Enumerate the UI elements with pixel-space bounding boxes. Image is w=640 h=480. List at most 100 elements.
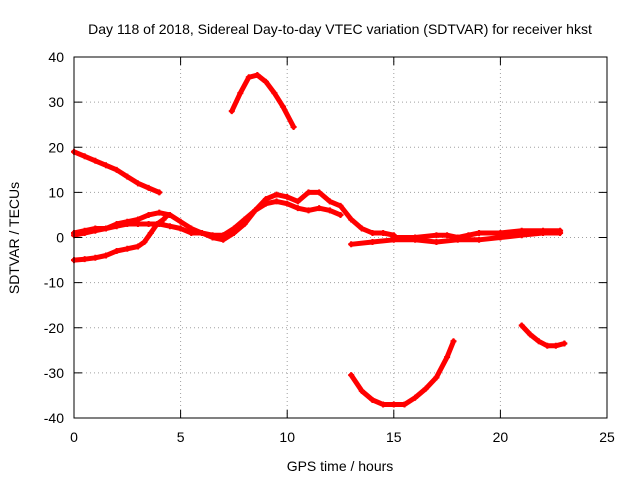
data-point xyxy=(412,394,419,401)
y-tick-label: 30 xyxy=(48,94,64,110)
data-point xyxy=(337,211,344,218)
data-point xyxy=(412,234,419,241)
data-point xyxy=(81,229,88,236)
chart-title: Day 118 of 2018, Sidereal Day-to-day VTE… xyxy=(88,21,592,37)
data-point xyxy=(230,229,237,236)
data-point xyxy=(188,225,195,232)
data-point xyxy=(145,184,152,191)
data-point xyxy=(527,331,534,338)
data-point xyxy=(358,387,365,394)
x-tick-label: 10 xyxy=(279,429,295,445)
data-point xyxy=(401,401,408,408)
x-tick-label: 25 xyxy=(599,429,615,445)
data-point xyxy=(81,153,88,160)
data-point xyxy=(177,218,184,225)
data-point xyxy=(305,189,312,196)
data-point xyxy=(245,74,252,81)
data-point xyxy=(134,216,141,223)
data-point xyxy=(337,202,344,209)
data-point xyxy=(134,243,141,250)
data-point xyxy=(552,342,559,349)
data-point xyxy=(535,338,542,345)
data-point xyxy=(198,229,205,236)
data-point xyxy=(465,232,472,239)
data-point xyxy=(540,227,547,234)
data-point xyxy=(544,342,551,349)
y-axis-title: SDTVAR / TECUs xyxy=(6,182,22,294)
data-point xyxy=(124,218,131,225)
data-point xyxy=(113,248,120,255)
data-point xyxy=(237,90,244,97)
data-point xyxy=(141,239,148,246)
data-point xyxy=(326,207,333,214)
data-point xyxy=(380,401,387,408)
data-point xyxy=(102,162,109,169)
data-point xyxy=(444,354,451,361)
data-point xyxy=(113,166,120,173)
data-point xyxy=(358,225,365,232)
data-point xyxy=(160,216,167,223)
data-point xyxy=(166,223,173,230)
data-point xyxy=(271,90,278,97)
data-point xyxy=(156,209,163,216)
data-point xyxy=(294,205,301,212)
y-tick-label: 0 xyxy=(56,230,64,246)
data-point xyxy=(166,211,173,218)
series-line-s9 xyxy=(519,323,567,349)
data-point xyxy=(290,123,297,130)
x-tick-label: 15 xyxy=(386,429,402,445)
y-tick-label: 10 xyxy=(48,184,64,200)
data-point xyxy=(326,198,333,205)
data-point xyxy=(348,216,355,223)
data-point xyxy=(348,372,355,379)
data-point xyxy=(113,220,120,227)
data-point xyxy=(124,245,131,252)
grid-layer xyxy=(74,57,607,418)
data-point xyxy=(262,78,269,85)
data-point xyxy=(177,225,184,232)
series-layer xyxy=(71,72,568,408)
data-point xyxy=(476,229,483,236)
data-point xyxy=(156,220,163,227)
data-point xyxy=(134,180,141,187)
x-tick-label: 20 xyxy=(493,429,509,445)
x-tick-label: 5 xyxy=(177,429,185,445)
series-line-s2 xyxy=(229,72,297,130)
data-point xyxy=(390,401,397,408)
data-point xyxy=(454,234,461,241)
data-point xyxy=(228,108,235,115)
y-tick-label: -10 xyxy=(44,275,64,291)
data-point xyxy=(262,196,269,203)
data-point xyxy=(273,191,280,198)
data-point xyxy=(348,241,355,248)
data-point xyxy=(102,252,109,259)
data-point xyxy=(316,189,323,196)
tick-layer: 0 5 10 15 20 25 -40 -30 -20 -10 0 10 20 30 40 xyxy=(44,49,615,445)
data-point xyxy=(518,227,525,234)
data-point xyxy=(145,211,152,218)
x-tick-label: 0 xyxy=(70,429,78,445)
data-point xyxy=(433,374,440,381)
data-point xyxy=(294,198,301,205)
data-point xyxy=(316,205,323,212)
data-point xyxy=(279,103,286,110)
data-point xyxy=(444,232,451,239)
plot-frame xyxy=(73,56,608,419)
data-point xyxy=(209,234,216,241)
data-point xyxy=(241,220,248,227)
data-point xyxy=(557,227,564,234)
y-tick-label: 40 xyxy=(48,49,64,65)
data-point xyxy=(433,232,440,239)
data-point xyxy=(369,396,376,403)
data-point xyxy=(305,207,312,214)
data-point xyxy=(284,200,291,207)
data-point xyxy=(92,227,99,234)
data-point xyxy=(81,256,88,263)
data-point xyxy=(124,173,131,180)
data-point xyxy=(284,193,291,200)
data-point xyxy=(422,385,429,392)
data-point xyxy=(518,322,525,329)
data-point xyxy=(252,207,259,214)
data-point xyxy=(254,72,261,79)
